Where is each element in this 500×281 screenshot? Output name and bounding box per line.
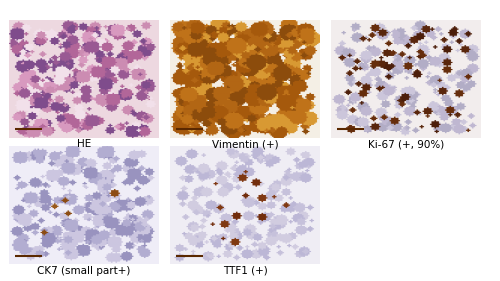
Text: Vimentin (+): Vimentin (+) bbox=[212, 139, 278, 149]
Text: Ki-67 (+, 90%): Ki-67 (+, 90%) bbox=[368, 139, 444, 149]
Text: HE: HE bbox=[77, 139, 91, 149]
Text: CK7 (small part+): CK7 (small part+) bbox=[38, 266, 130, 276]
Text: TTF1 (+): TTF1 (+) bbox=[222, 266, 268, 276]
